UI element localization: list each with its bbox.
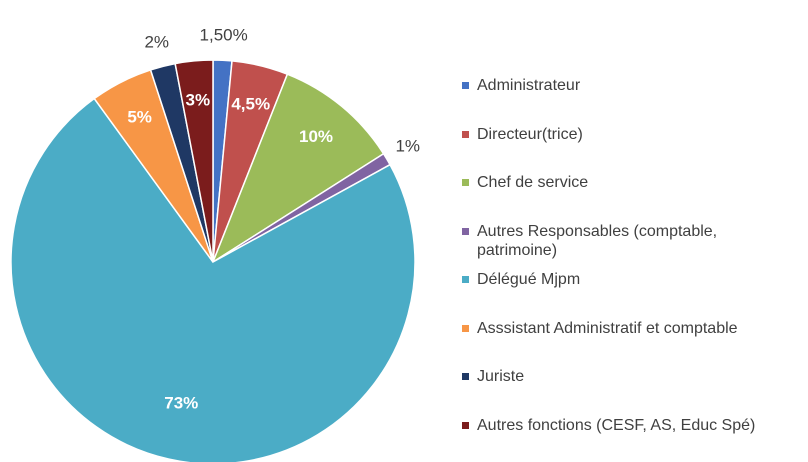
legend-label: Juriste [477,368,525,385]
data-label: 5% [127,107,152,126]
legend-label: Asssistant Administratif et comptable [477,319,738,337]
legend-item: Autres fonctions (CESF, AS, Educ Spé) [462,416,798,435]
legend-swatch [462,324,469,332]
legend-item: Directeur(trice) [462,125,798,144]
legend-swatch [462,179,469,186]
legend-label: Autres Responsables (comptable, patrimoi… [477,222,718,259]
pie-slice [211,73,385,264]
legend-item: Chef de service [462,173,798,192]
legend-swatch [462,373,469,380]
legend-item: Délégué Mjpm [462,270,798,289]
data-label: 4,5% [231,94,270,113]
legend-swatch [462,421,469,429]
legend-swatch [462,227,469,235]
legend-label: Autres fonctions (CESF, AS, Educ Spé) [477,416,756,434]
pie-slice [174,59,214,263]
data-label: 73% [164,393,198,412]
legend-item: Autres Responsables (comptable, patrimoi… [462,222,798,260]
legend-swatch [462,82,469,89]
legend-item: Administrateur [462,76,798,95]
data-label: 2% [144,32,169,51]
data-label: 10% [299,127,333,146]
pie-area: 1,50% 4,5% 10% 1% 73% 5% 2% 3% [10,25,420,462]
legend-item: Asssistant Administratif et comptable [462,319,798,338]
data-label: 3% [186,91,211,110]
legend-swatch [462,130,469,138]
legend-label: Chef de service [477,174,589,191]
legend-item: Juriste [462,367,798,386]
legend-swatch [462,276,469,283]
legend-label: Délégué Mjpm [477,271,581,288]
legend-label: Administrateur [477,77,581,94]
data-label: 1,50% [200,25,248,44]
pie-slice [10,97,416,462]
data-label: 1% [395,136,420,155]
legend-label: Directeur(trice) [477,125,583,143]
